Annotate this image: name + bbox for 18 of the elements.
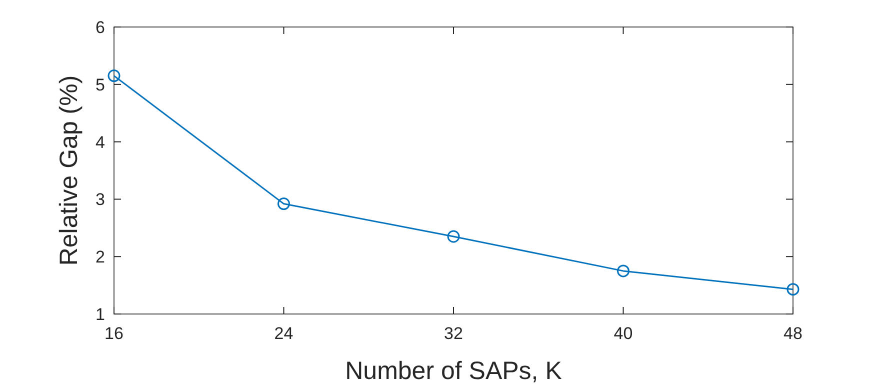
x-axis-title: Number of SAPs, K [345, 357, 562, 385]
x-tick-label: 32 [444, 324, 463, 343]
x-tick-label: 40 [614, 324, 633, 343]
point [278, 198, 290, 210]
y-axis-title: Relative Gap (%) [55, 75, 83, 266]
y-tick-label: 5 [96, 75, 105, 94]
y-tick-label: 2 [96, 248, 105, 267]
point [617, 264, 630, 278]
y-tick-label: 3 [96, 190, 105, 210]
y-tick-label: 1 [96, 305, 105, 324]
point [108, 70, 120, 82]
point [786, 283, 800, 296]
x-tick-label: 48 [784, 324, 802, 343]
x-tick-label: 16 [104, 324, 124, 343]
y-tick-label: 6 [96, 18, 105, 37]
point [447, 230, 460, 243]
y-tick-label: 4 [96, 132, 105, 152]
x-tick-label: 24 [274, 324, 294, 343]
